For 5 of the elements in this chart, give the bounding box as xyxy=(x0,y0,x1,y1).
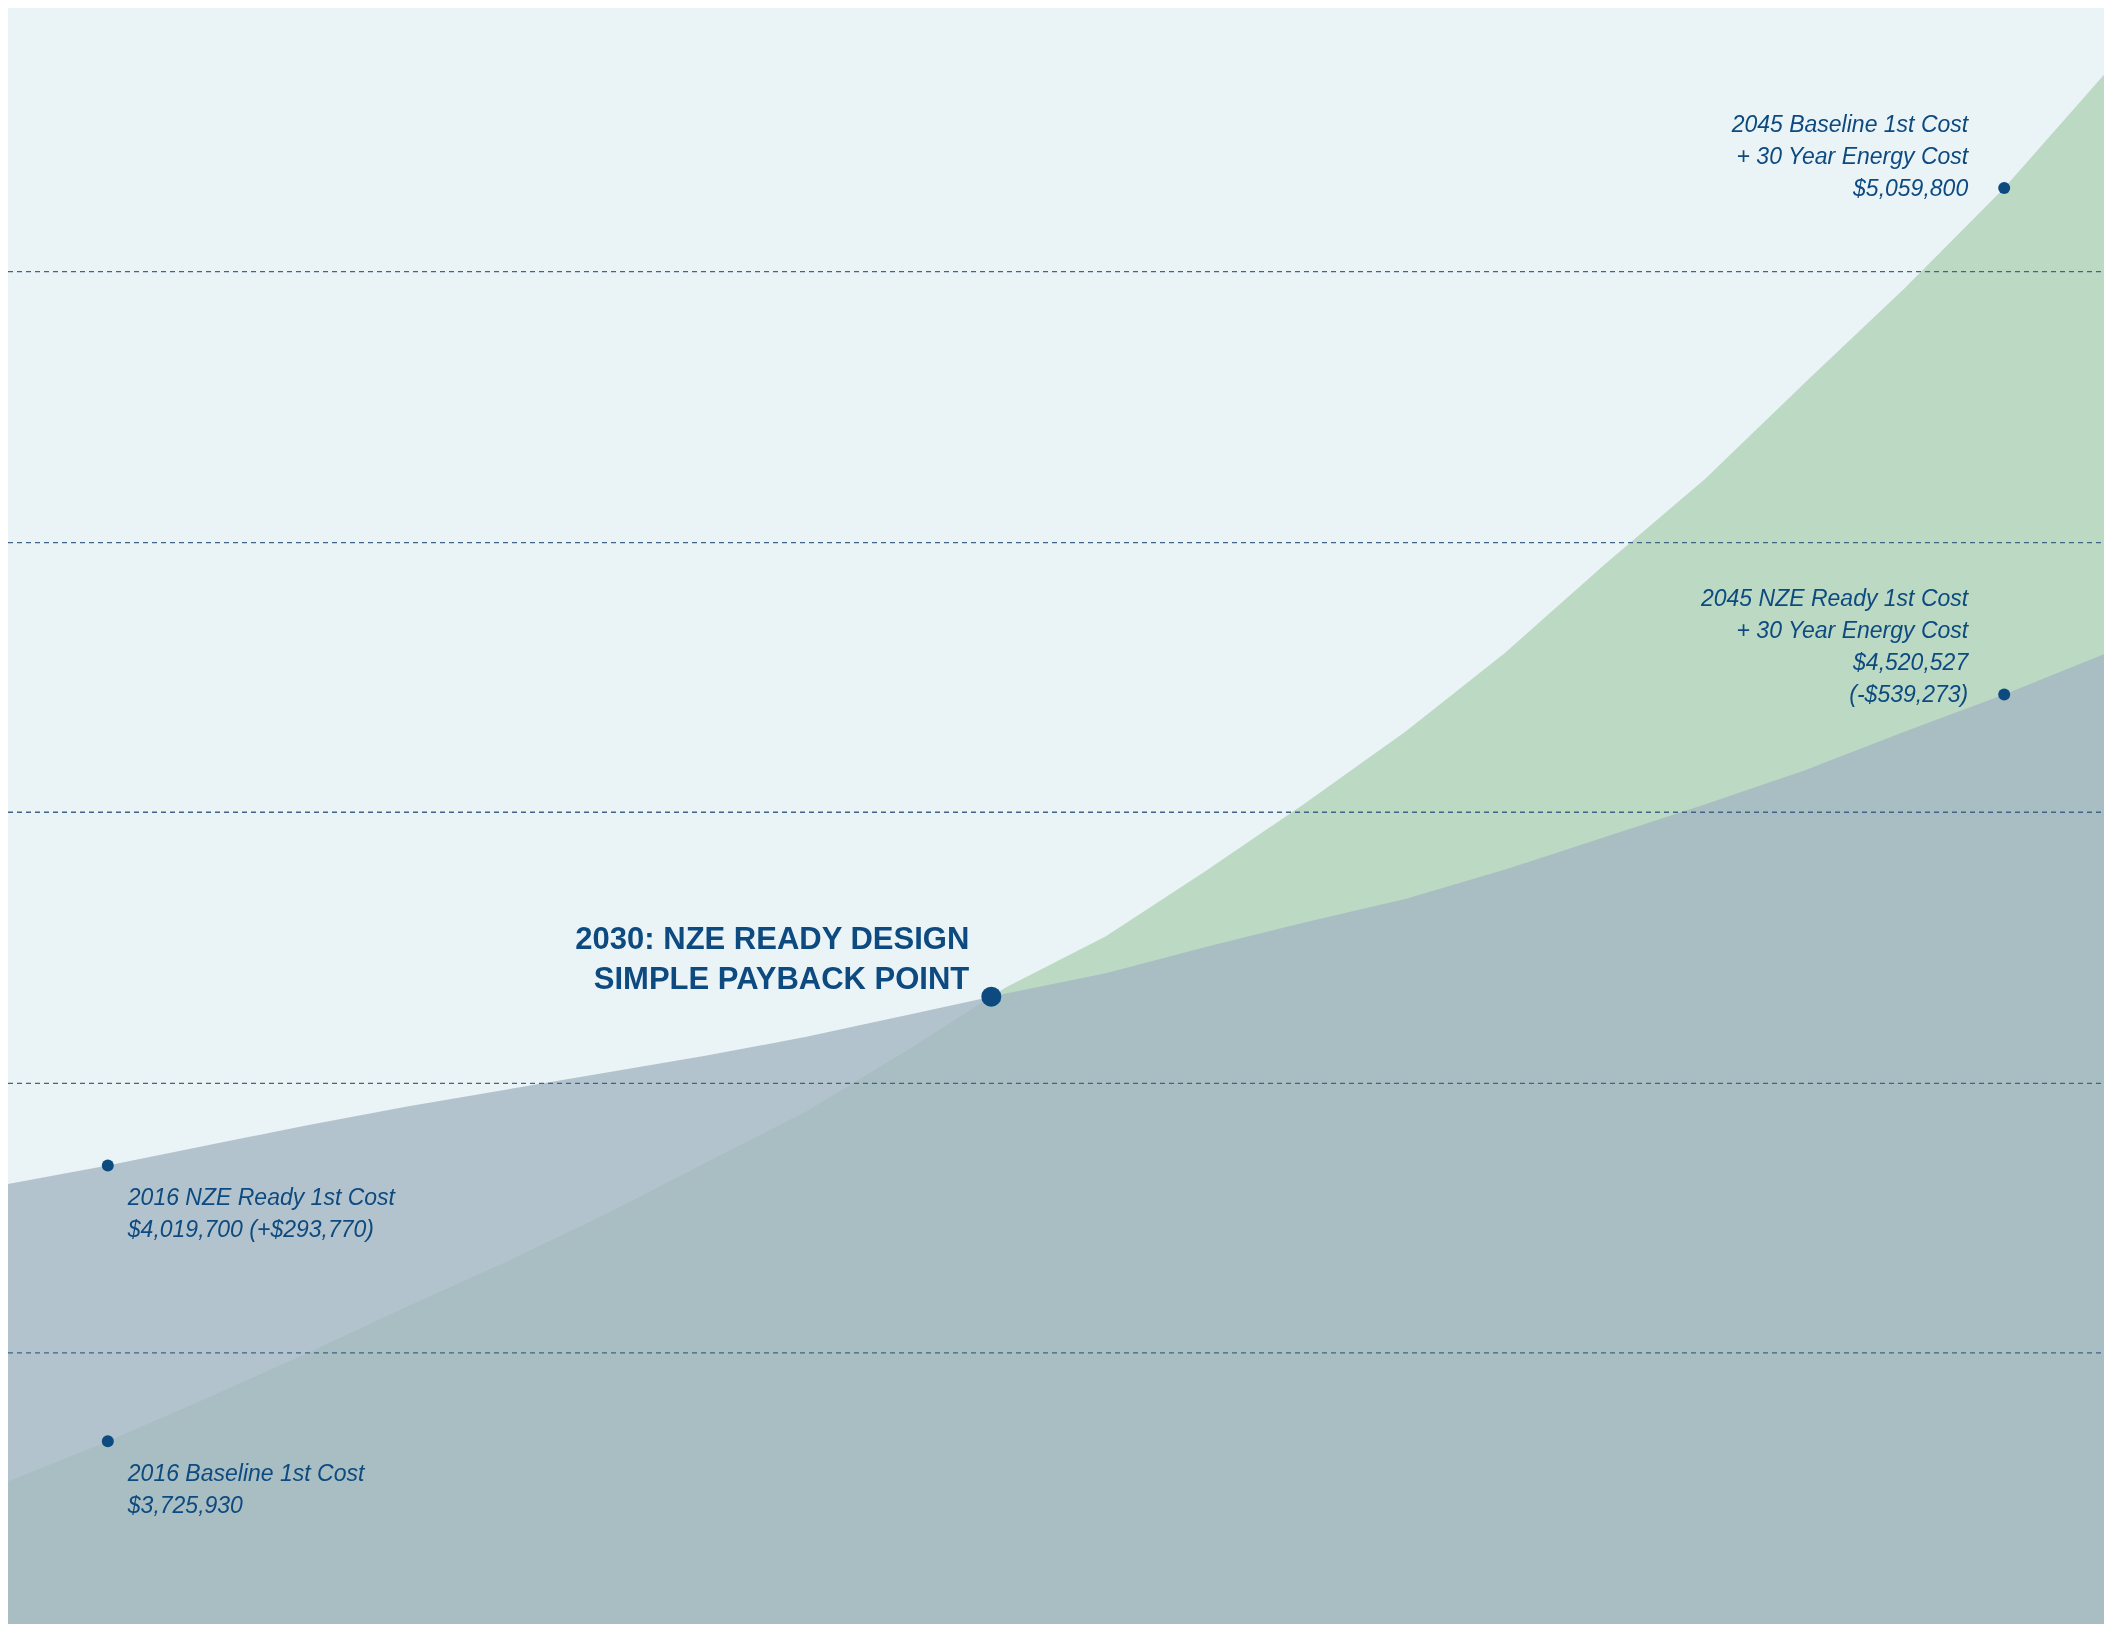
annotation: 2016 NZE Ready 1st Cost $4,019,700 (+$293,770) xyxy=(126,1184,397,1243)
annotation: 2045 NZE Ready 1st Cost + 30 Year Energy Cost $4,520,527 (-$539,273) xyxy=(1700,585,1970,708)
annotation: 2016 Baseline 1st Cost $3,725,930 xyxy=(126,1460,366,1519)
annotation: 2030: NZE READY DESIGN SIMPLE PAYBACK POINT xyxy=(575,920,970,996)
annotation: 2045 Baseline 1st Cost + 30 Year Energy Cost $5,059,800 xyxy=(1730,110,1970,201)
